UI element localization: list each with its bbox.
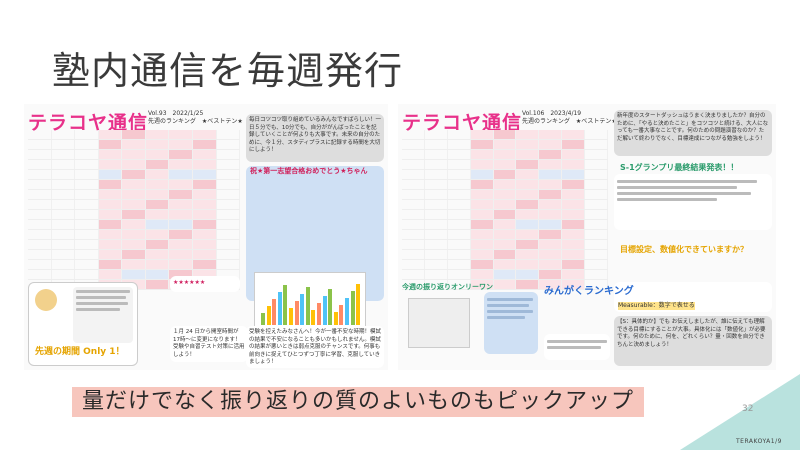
goal-heading: 目標設定、数値化できていますか？ — [620, 245, 748, 254]
table-row — [28, 260, 241, 270]
newsletter-volume: Vol.106 2023/4/19 — [522, 110, 582, 117]
newsletter-logo: テラコヤ通信 — [402, 112, 523, 134]
table-row — [28, 140, 241, 150]
table-row — [28, 130, 241, 140]
chart-bar — [272, 299, 277, 325]
chart-bar — [283, 285, 288, 325]
table-row — [402, 230, 609, 240]
smart-note: 【S：具体的か】でも お伝えしましたが、誰に伝えても理解できる目標にすることが大… — [614, 316, 772, 366]
comment-box — [73, 287, 133, 343]
table-row — [402, 210, 609, 220]
reflection-body — [484, 292, 538, 354]
sticker-panel: 先週の期間 Only 1！ — [28, 282, 138, 366]
chart-bar — [277, 292, 282, 325]
notice-box: 毎日コツコツ取り組めているみんなですばらしい！一日５分でも、10分でも、自分がが… — [246, 114, 384, 162]
ranking-table — [28, 130, 241, 370]
table-row — [402, 160, 609, 170]
chart-bar — [305, 287, 310, 325]
table-row — [402, 260, 609, 270]
newsletter-page-2: テラコヤ通信 Vol.106 2023/4/19 先週のランキング ★ベストテン… — [398, 104, 776, 370]
chart-bar — [333, 312, 338, 325]
decor-triangle — [680, 374, 800, 450]
score-chart — [254, 272, 366, 332]
ranking-title: 先週のランキング ★ベストテン★ — [522, 118, 617, 125]
chart-bar — [339, 305, 344, 325]
goal-body: Measurable：数字で表せる — [614, 282, 772, 312]
chart-bar — [289, 308, 293, 325]
newsletter-header: Vol.93 2022/1/25 先週のランキング ★ベストテン★ — [148, 110, 243, 126]
chart-bar — [328, 289, 333, 325]
notice-box: 新年度のスタートダッシュはうまく決まりましたか？自分のために、「やると決めたこと… — [614, 110, 772, 156]
table-row — [28, 240, 241, 250]
chart-bar — [322, 296, 327, 325]
chart-bar — [350, 291, 355, 325]
table-row — [28, 170, 241, 180]
minna-body — [544, 334, 610, 360]
chart-bar — [261, 313, 265, 325]
table-row — [402, 130, 609, 140]
table-row — [402, 200, 609, 210]
table-row — [402, 280, 609, 290]
table-row — [402, 180, 609, 190]
table-row — [28, 200, 241, 210]
section-heading: ★★★★★★ — [170, 276, 240, 292]
bottom-note: 受験を控えたみなさんへ！今が一番不安な時期！模試の結果で不安になることも多いかも… — [246, 326, 384, 368]
sticker-caption: 先週の期間 Only 1！ — [35, 347, 125, 357]
ranking-table — [402, 130, 609, 370]
table-row — [28, 250, 241, 260]
footer-banner: 量だけでなく振り返りの質のよいものもピックアップ — [72, 387, 645, 417]
table-row — [28, 270, 241, 280]
table-row — [28, 180, 241, 190]
date-note: １月 24 日から開室時間が17時〜に変更になります！受験や自習テスト対策に活用… — [170, 326, 248, 362]
chart-bar — [311, 310, 316, 325]
table-row — [402, 250, 609, 260]
brand-label: TERAKOYA1/9 — [736, 438, 782, 445]
screenshot-thumbnail — [408, 298, 470, 348]
grandprix-body — [614, 174, 772, 230]
table-row — [28, 210, 241, 220]
congrats-heading: 祝★第一志望合格おめでとう★ちゃん — [250, 167, 368, 175]
chart-bar — [300, 294, 305, 325]
table-row — [28, 190, 241, 200]
measurable-label: Measurable：数字で表せる — [618, 302, 695, 310]
chart-bar — [294, 301, 299, 325]
table-row — [28, 160, 241, 170]
table-row — [402, 140, 609, 150]
newsletter-page-1: テラコヤ通信 Vol.93 2022/1/25 先週のランキング ★ベストテン★… — [24, 104, 388, 370]
grandprix-heading: S-1グランプリ最終結果発表！！ — [620, 163, 739, 172]
newsletter-header: Vol.106 2023/4/19 先週のランキング ★ベストテン★ — [522, 110, 617, 126]
table-row — [28, 230, 241, 240]
page-number: 32 — [742, 404, 754, 414]
table-row — [402, 220, 609, 230]
slide-title: 塾内通信を毎週発行 — [52, 49, 404, 93]
chart-bar — [266, 306, 271, 325]
table-row — [402, 270, 609, 280]
table-row — [402, 240, 609, 250]
minna-heading: みんがくランキング — [544, 286, 634, 297]
newsletter-logo: テラコヤ通信 — [28, 112, 149, 134]
table-row — [28, 220, 241, 230]
table-row — [402, 190, 609, 200]
newsletter-volume: Vol.93 2022/1/25 — [148, 110, 204, 117]
chart-bar — [356, 284, 361, 325]
table-row — [28, 150, 241, 160]
chart-bar — [317, 303, 321, 325]
table-row — [402, 170, 609, 180]
chart-bar — [345, 298, 349, 325]
ranking-title: 先週のランキング ★ベストテン★ — [148, 118, 243, 125]
mascot-icon — [35, 289, 57, 311]
reflection-heading: 今週の振り返りオンリーワン — [402, 283, 493, 291]
table-row — [402, 150, 609, 160]
